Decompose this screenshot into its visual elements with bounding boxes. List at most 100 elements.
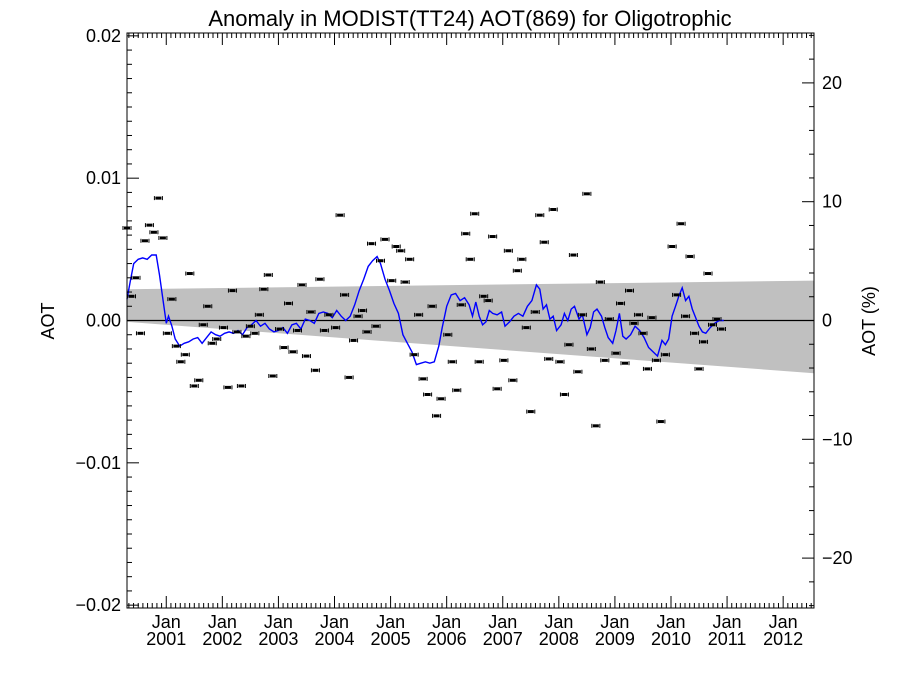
data-point (624, 288, 634, 293)
x-tick-year: 2004 (314, 629, 354, 649)
data-point (530, 309, 540, 314)
data-point (465, 257, 475, 262)
data-point (647, 315, 657, 320)
data-point (707, 322, 717, 327)
data-point (306, 309, 316, 314)
data-point (331, 325, 341, 330)
data-point (427, 304, 437, 309)
data-point (140, 238, 150, 243)
data-point (310, 368, 320, 373)
data-point (203, 304, 213, 309)
data-point (629, 321, 639, 326)
data-point (371, 324, 381, 329)
data-point (573, 369, 583, 374)
data-point (503, 248, 513, 253)
data-point (443, 332, 453, 337)
data-point (694, 366, 704, 371)
data-point (577, 312, 587, 317)
data-point (418, 376, 428, 381)
data-point (176, 359, 186, 364)
x-tick-year: 2009 (595, 629, 635, 649)
data-point (690, 331, 700, 336)
data-point (488, 234, 498, 239)
data-point (651, 358, 661, 363)
x-tick-month: Jan (432, 612, 461, 632)
data-point (400, 280, 410, 285)
data-point (461, 231, 471, 236)
y-tick-label: 0.01 (86, 168, 121, 188)
data-point (387, 278, 397, 283)
x-tick-month: Jan (208, 612, 237, 632)
data-point (301, 354, 311, 359)
data-point (232, 329, 242, 334)
data-point (620, 361, 630, 366)
x-tick-year: 2005 (371, 629, 411, 649)
data-point (582, 191, 592, 196)
data-point (194, 378, 204, 383)
data-point (358, 308, 368, 313)
data-point (456, 302, 466, 307)
data-point (236, 383, 246, 388)
x-tick-year: 2012 (763, 629, 803, 649)
data-point (396, 248, 406, 253)
data-point (227, 288, 237, 293)
x-tick-year: 2002 (202, 629, 242, 649)
data-point (380, 237, 390, 242)
data-point (135, 331, 145, 336)
data-point (681, 314, 691, 319)
anomaly-series-line (126, 254, 724, 366)
data-point (423, 392, 433, 397)
data-point (604, 317, 614, 322)
data-point (555, 359, 565, 364)
y2-tick-label: 10 (822, 192, 842, 212)
data-point (362, 329, 372, 334)
data-point (521, 325, 531, 330)
data-point (479, 294, 489, 299)
data-point (297, 282, 307, 287)
data-point (405, 257, 415, 262)
x-tick-year: 2011 (708, 629, 747, 649)
data-point (591, 423, 601, 428)
data-point (667, 244, 677, 249)
x-tick-year: 2008 (539, 629, 579, 649)
data-point (319, 328, 329, 333)
data-point (436, 396, 446, 401)
trend-band (127, 280, 814, 374)
data-point (611, 351, 621, 356)
data-point (508, 378, 518, 383)
data-point (559, 392, 569, 397)
data-point (586, 346, 596, 351)
data-point (367, 241, 377, 246)
data-point (185, 271, 195, 276)
data-point (349, 338, 359, 343)
y-tick-label: 0.02 (86, 26, 121, 46)
y2-tick-label: −20 (822, 548, 853, 568)
x-tick-month: Jan (656, 612, 685, 632)
data-point (167, 297, 177, 302)
data-point (324, 312, 334, 317)
data-point (447, 359, 457, 364)
x-tick-year: 2010 (651, 629, 691, 649)
x-tick-year: 2003 (258, 629, 298, 649)
data-point (685, 254, 695, 259)
data-point (254, 312, 264, 317)
x-tick-month: Jan (713, 612, 742, 632)
data-point (512, 268, 522, 273)
data-point (268, 374, 278, 379)
data-point (474, 359, 484, 364)
y-axis-label: AOT (38, 302, 58, 339)
data-point (218, 325, 228, 330)
y2-tick-label: −10 (822, 429, 853, 449)
data-point (564, 342, 574, 347)
y2-axis-label: AOT (%) (859, 286, 879, 356)
data-point (616, 301, 626, 306)
x-tick-month: Jan (264, 612, 293, 632)
data-point (526, 409, 536, 414)
data-point (660, 352, 670, 357)
axes: 0.020.010.00−0.01−0.0220100−10−20Jan2001… (75, 26, 852, 649)
data-point (245, 324, 255, 329)
data-point (535, 213, 545, 218)
data-point (344, 375, 354, 380)
data-point (250, 331, 260, 336)
